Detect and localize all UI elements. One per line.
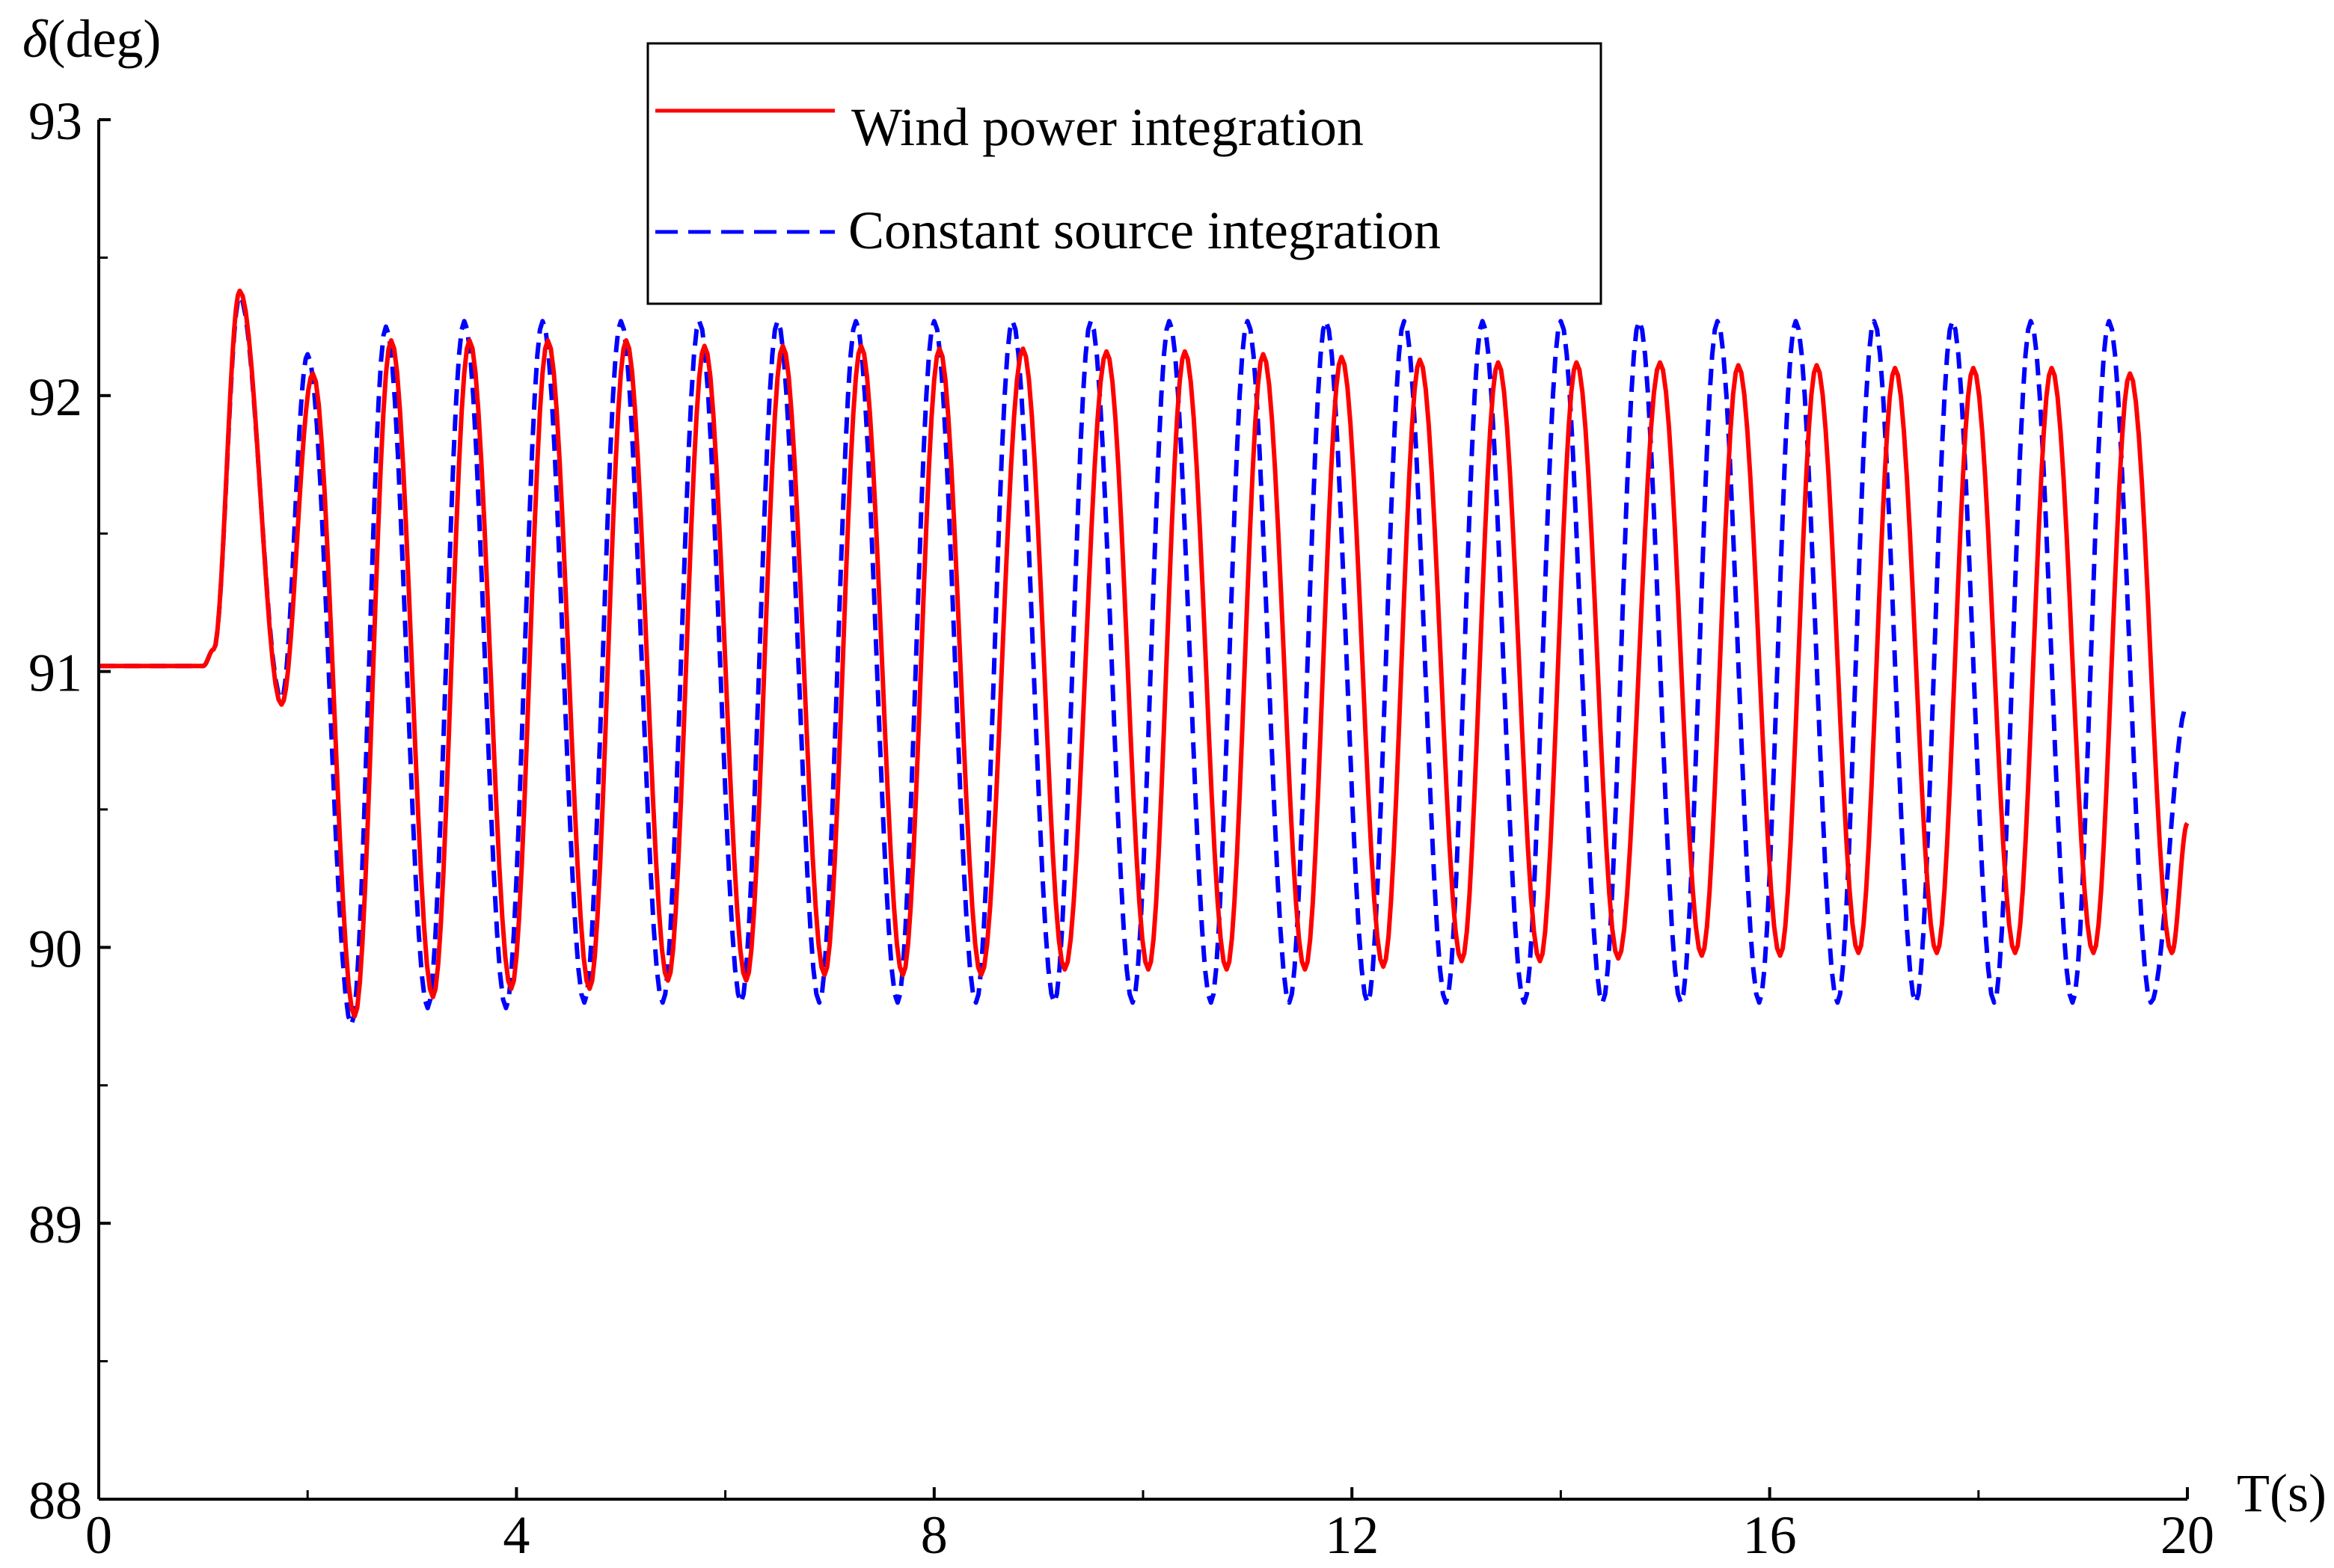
y-axis-label-unit: (deg) — [47, 9, 161, 69]
x-tick-label: 8 — [921, 1505, 948, 1565]
x-tick-label: 12 — [1325, 1505, 1379, 1565]
plot-series — [99, 288, 2190, 1027]
y-axis-label-symbol: δ — [22, 9, 49, 69]
y-tick-label: 92 — [28, 367, 82, 427]
x-tick-label: 0 — [85, 1505, 112, 1565]
x-tick-label: 20 — [2160, 1505, 2214, 1565]
series-line-wind-power — [99, 288, 2190, 1019]
x-tick-label: 16 — [1743, 1505, 1797, 1565]
series-line-constant-source — [99, 294, 2190, 1027]
y-tick-label: 91 — [28, 643, 82, 703]
legend-label-wind-power: Wind power integration — [851, 97, 1364, 157]
legend: Wind power integration Constant source i… — [646, 42, 1602, 305]
legend-label-constant-source: Constant source integration — [848, 200, 1441, 260]
y-tick-label: 88 — [28, 1471, 82, 1531]
axes: 0 4 8 12 16 20 88 89 90 91 92 93 — [28, 91, 2214, 1565]
x-tick-label: 4 — [503, 1505, 530, 1565]
x-axis-label: T(s) — [2237, 1463, 2327, 1523]
y-tick-label: 93 — [28, 91, 82, 151]
y-ticks: 88 89 90 91 92 93 — [28, 91, 111, 1531]
y-axis-label: δ(deg) — [22, 9, 161, 69]
y-tick-label: 89 — [28, 1195, 82, 1255]
y-tick-label: 90 — [28, 919, 82, 979]
legend-box — [646, 42, 1602, 305]
x-ticks: 0 4 8 12 16 20 — [85, 1487, 2214, 1565]
